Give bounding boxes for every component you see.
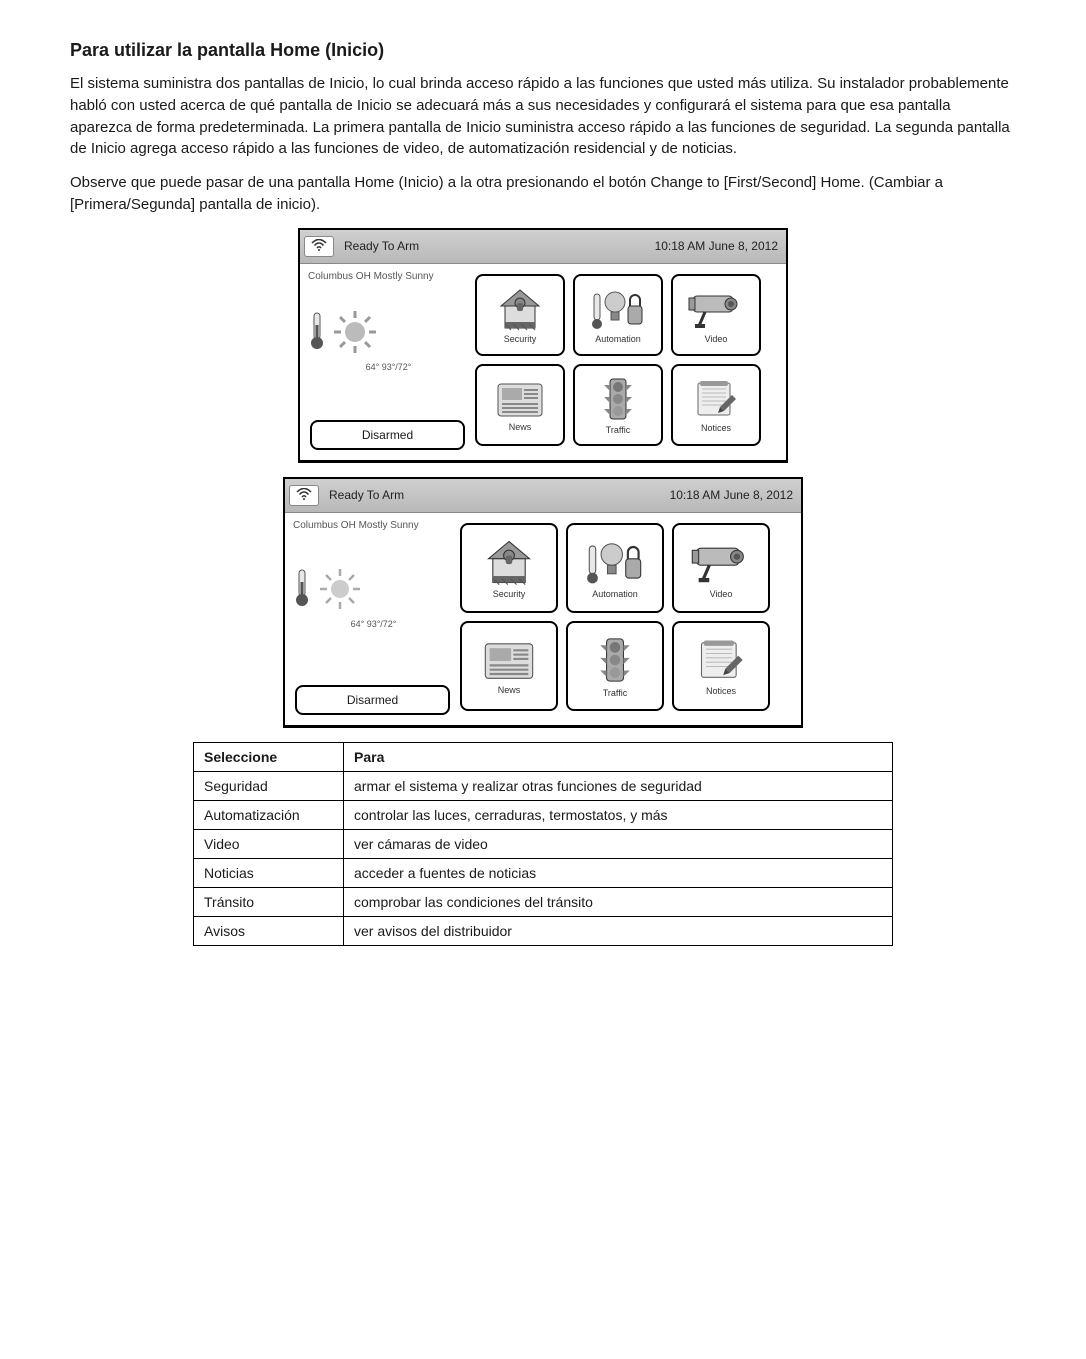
- table-row: Avisosver avisos del distribuidor: [194, 916, 893, 945]
- automation-tile[interactable]: Automation: [566, 523, 664, 613]
- header-time: 10:18 AM June 8, 2012: [655, 239, 786, 253]
- home-screen-panel-2: Ready To Arm 10:18 AM June 8, 2012 Colum…: [283, 477, 803, 728]
- sun-icon: [332, 309, 378, 360]
- tile-label: News: [509, 422, 532, 432]
- tile-label: Video: [705, 334, 728, 344]
- intro-para-2: Observe que puede pasar de una pantalla …: [70, 172, 1016, 216]
- security-tile[interactable]: Security: [460, 523, 558, 613]
- video-tile[interactable]: Video: [671, 274, 761, 356]
- weather-location: Columbus OH Mostly Sunny: [293, 519, 454, 532]
- table-row: Seguridadarmar el sistema y realizar otr…: [194, 771, 893, 800]
- weather-pane: Columbus OH Mostly Sunny 64° 93°/72° Dis…: [285, 513, 460, 725]
- news-tile[interactable]: News: [460, 621, 558, 711]
- thermometer-icon: [308, 311, 326, 358]
- tile-label: Notices: [701, 423, 731, 433]
- table-head-for: Para: [344, 742, 893, 771]
- table-row: Videover cámaras de video: [194, 829, 893, 858]
- tile-grid: Security Automation Video News Traffic: [475, 264, 786, 460]
- wifi-icon: [289, 485, 319, 506]
- panel-header: Ready To Arm 10:18 AM June 8, 2012: [300, 230, 786, 264]
- news-tile[interactable]: News: [475, 364, 565, 446]
- tile-label: Security: [504, 334, 537, 344]
- tile-label: Automation: [592, 589, 638, 599]
- disarmed-button[interactable]: Disarmed: [310, 420, 465, 450]
- video-tile[interactable]: Video: [672, 523, 770, 613]
- table-row: Tránsitocomprobar las condiciones del tr…: [194, 887, 893, 916]
- notices-tile[interactable]: Notices: [671, 364, 761, 446]
- intro-para-1: El sistema suministra dos pantallas de I…: [70, 73, 1016, 160]
- home-screen-panel-1: Ready To Arm 10:18 AM June 8, 2012 Colum…: [298, 228, 788, 463]
- weather-pane: Columbus OH Mostly Sunny 64° 93°/72° Dis…: [300, 264, 475, 460]
- tile-label: Notices: [706, 686, 736, 696]
- panel-header: Ready To Arm 10:18 AM June 8, 2012: [285, 479, 801, 513]
- header-status: Ready To Arm: [344, 239, 419, 253]
- tile-label: Automation: [595, 334, 641, 344]
- weather-location: Columbus OH Mostly Sunny: [308, 270, 469, 283]
- traffic-tile[interactable]: Traffic: [566, 621, 664, 711]
- tile-label: Traffic: [603, 688, 628, 698]
- sun-icon: [317, 566, 363, 617]
- notices-tile[interactable]: Notices: [672, 621, 770, 711]
- weather-temps: 64° 93°/72°: [293, 619, 454, 629]
- tile-label: Video: [710, 589, 733, 599]
- table-row: Noticiasacceder a fuentes de noticias: [194, 858, 893, 887]
- table-row: Automatizacióncontrolar las luces, cerra…: [194, 800, 893, 829]
- traffic-tile[interactable]: Traffic: [573, 364, 663, 446]
- header-time: 10:18 AM June 8, 2012: [670, 488, 801, 502]
- disarmed-button[interactable]: Disarmed: [295, 685, 450, 715]
- section-heading: Para utilizar la pantalla Home (Inicio): [70, 40, 1016, 61]
- thermometer-icon: [293, 568, 311, 615]
- reference-table: Seleccione Para Seguridadarmar el sistem…: [193, 742, 893, 946]
- tile-label: News: [498, 685, 521, 695]
- table-head-select: Seleccione: [194, 742, 344, 771]
- tile-label: Security: [493, 589, 526, 599]
- header-status: Ready To Arm: [329, 488, 404, 502]
- automation-tile[interactable]: Automation: [573, 274, 663, 356]
- tile-grid: Security Automation Video News Traffic: [460, 513, 801, 725]
- tile-label: Traffic: [606, 425, 631, 435]
- security-tile[interactable]: Security: [475, 274, 565, 356]
- wifi-icon: [304, 236, 334, 257]
- weather-temps: 64° 93°/72°: [308, 362, 469, 372]
